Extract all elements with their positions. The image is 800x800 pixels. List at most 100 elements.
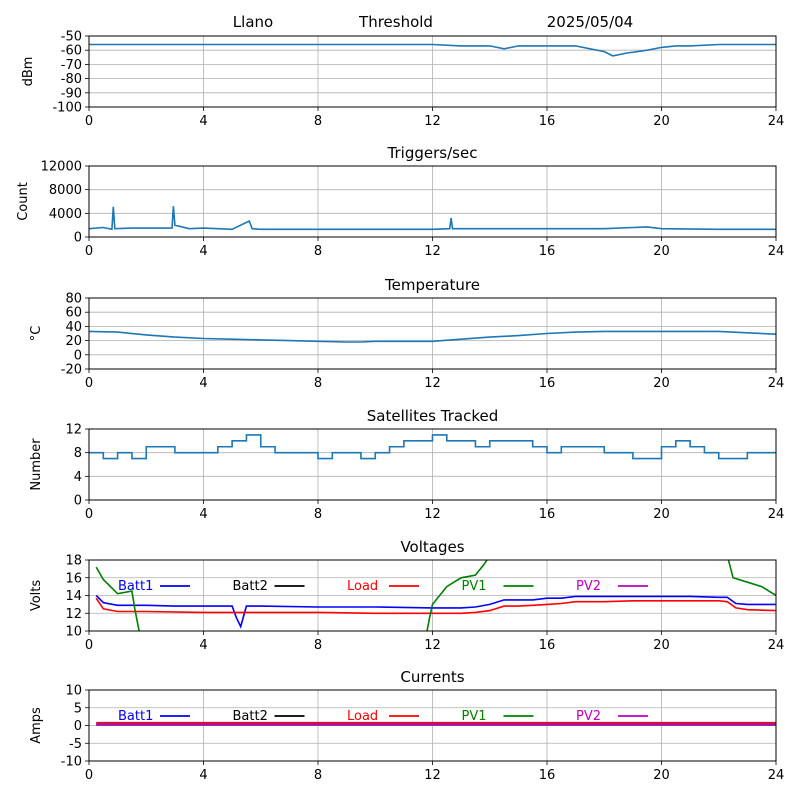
y-tick-label: -10 (61, 755, 82, 770)
y-axis-label: °C (29, 326, 44, 342)
x-tick-label: 16 (539, 114, 556, 129)
panel-title: Temperature (384, 276, 480, 294)
series-group (96, 721, 776, 726)
y-tick-label: 18 (65, 554, 82, 569)
y-axis-label: Number (29, 438, 44, 491)
y-tick-label: -50 (61, 30, 82, 45)
y-tick-label: 8 (74, 446, 82, 461)
x-tick-label: 20 (653, 638, 670, 653)
y-tick-label: 8000 (49, 183, 82, 198)
panel-title: Voltages (400, 538, 464, 556)
panel-title: Satellites Tracked (367, 407, 498, 425)
axes-frame (88, 35, 777, 108)
x-tick-label: 0 (85, 114, 93, 129)
panel-5: 0 4 8 12 16 20 24 -10 -5 0 5 10 Amps Currents Batt1 Bat… (29, 668, 784, 783)
x-tick-label: 12 (424, 114, 441, 129)
series-line-0 (89, 330, 776, 343)
x-tick-label: 0 (85, 376, 93, 391)
panel-4: 0 4 8 12 16 20 24 10 12 14 16 18 Volts Voltages Batt1 B… (29, 538, 784, 653)
y-axis-label: Amps (29, 707, 44, 744)
legend-label-batt2: Batt2 (233, 579, 268, 594)
y-tick-label: -80 (61, 72, 82, 87)
y-tick-label: 20 (65, 334, 82, 349)
y-tick-label: 40 (65, 320, 82, 335)
y-tick-label: -20 (61, 363, 82, 378)
y-tick-label: 12 (65, 607, 82, 622)
header-date: 2025/05/04 (547, 13, 633, 31)
x-tick-label: 24 (768, 244, 785, 259)
y-tick-label: 12000 (41, 160, 82, 175)
x-tick-label: 4 (199, 507, 207, 522)
y-tick-label: 0 (74, 348, 82, 363)
x-tick-label: 20 (653, 244, 670, 259)
x-tick-label: 0 (85, 768, 93, 783)
x-tick-label: 4 (199, 244, 207, 259)
series-group (89, 43, 776, 57)
x-tick-label: 0 (85, 638, 93, 653)
series-group (89, 330, 776, 343)
x-tick-label: 8 (314, 507, 322, 522)
x-tick-label: 24 (768, 768, 785, 783)
series-line-0 (89, 43, 776, 57)
series-line-0 (89, 434, 776, 460)
y-tick-label: -90 (61, 86, 82, 101)
x-tick-label: 4 (199, 768, 207, 783)
x-tick-label: 16 (539, 376, 556, 391)
header-site: Llano (233, 13, 273, 31)
y-tick-label: 0 (74, 231, 82, 246)
y-axis-label: Volts (29, 580, 44, 612)
x-tick-label: 0 (85, 507, 93, 522)
axes-frame (88, 297, 777, 370)
axes-frame (88, 559, 777, 632)
series-line-0 (89, 206, 776, 231)
x-tick-label: 8 (314, 376, 322, 391)
y-axis-label: Count (16, 182, 31, 221)
y-tick-label: -60 (61, 44, 82, 59)
header-mode: Threshold (358, 13, 433, 31)
x-tick-label: 16 (539, 768, 556, 783)
y-tick-label: 10 (65, 625, 82, 640)
y-tick-label: 12 (65, 423, 82, 438)
x-tick-label: 20 (653, 768, 670, 783)
x-tick-label: 12 (424, 768, 441, 783)
legend-label-batt1: Batt1 (118, 709, 153, 724)
y-tick-label: 0 (74, 494, 82, 509)
x-tick-label: 16 (539, 638, 556, 653)
y-tick-label: -70 (61, 58, 82, 73)
x-tick-label: 8 (314, 638, 322, 653)
y-tick-label: 80 (65, 292, 82, 307)
y-tick-label: -100 (52, 101, 82, 116)
x-tick-label: 8 (314, 768, 322, 783)
axes-frame (88, 689, 777, 762)
y-tick-label: 5 (74, 701, 82, 716)
x-tick-label: 8 (314, 114, 322, 129)
series-group (95, 560, 776, 631)
y-tick-label: -5 (69, 737, 82, 752)
y-tick-label: 0 (74, 719, 82, 734)
legend-label-load: Load (347, 709, 378, 724)
panel-3: 0 4 8 12 16 20 24 0 4 8 12 Number Satellites Tracked (29, 407, 784, 522)
y-tick-label: 10 (65, 684, 82, 699)
x-tick-label: 20 (653, 507, 670, 522)
y-tick-label: 60 (65, 306, 82, 321)
x-tick-label: 16 (539, 507, 556, 522)
series-line-load (95, 597, 776, 615)
y-tick-label: 16 (65, 571, 82, 586)
axes-frame (88, 165, 777, 238)
x-tick-label: 20 (653, 376, 670, 391)
legend-label-batt2: Batt2 (233, 709, 268, 724)
x-tick-label: 8 (314, 244, 322, 259)
panel-title: Currents (400, 668, 464, 686)
legend-label-pv1: PV1 (462, 709, 487, 724)
panel-title: Triggers/sec (387, 144, 478, 162)
series-line-batt1 (95, 594, 776, 629)
y-axis-label: dBm (21, 57, 36, 87)
series-group (89, 206, 776, 231)
panel-1: 0 4 8 12 16 20 24 0 4000 8000 12000 Count Triggers/s… (16, 144, 784, 259)
x-tick-label: 4 (199, 638, 207, 653)
x-tick-label: 24 (768, 507, 785, 522)
y-tick-label: 14 (65, 589, 82, 604)
legend-label-pv2: PV2 (576, 709, 601, 724)
